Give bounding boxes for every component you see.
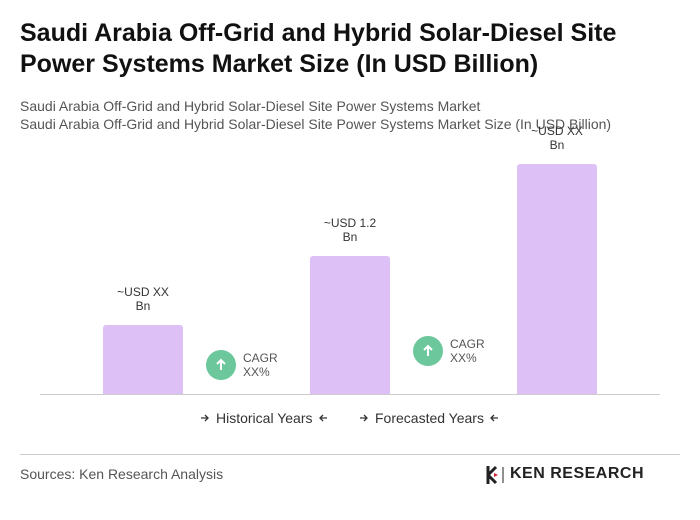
- subtitle: Saudi Arabia Off-Grid and Hybrid Solar-D…: [20, 116, 612, 132]
- cagr-label: CAGR XX%: [243, 351, 278, 379]
- chart-title: Saudi Arabia Off-Grid and Hybrid Solar-D…: [20, 19, 617, 78]
- cagr-badge: [413, 336, 443, 366]
- up-arrow: [216, 358, 226, 370]
- arrow: [360, 414, 368, 422]
- logo-icon: [486, 465, 504, 485]
- cagr-label: CAGR XX%: [450, 337, 485, 365]
- bar: [310, 256, 390, 394]
- up-arrow: [423, 344, 433, 356]
- separator: [20, 454, 680, 455]
- arrow: [490, 414, 498, 422]
- arrow: [319, 414, 327, 422]
- subtitle: Saudi Arabia Off-Grid and Hybrid Solar-D…: [20, 98, 481, 114]
- bar: [517, 164, 597, 394]
- period-label: Historical Years: [216, 410, 313, 426]
- arrow: [201, 414, 209, 422]
- value-label: ~USD XX Bn: [531, 124, 583, 152]
- source: Sources: Ken Research Analysis: [20, 466, 224, 482]
- baseline: [40, 394, 660, 395]
- bar: [103, 325, 183, 394]
- cagr-badge: [206, 350, 236, 380]
- value-label: ~USD XX Bn: [117, 285, 169, 313]
- period-label: Forecasted Years: [375, 410, 484, 426]
- value-label: ~USD 1.2 Bn: [323, 216, 377, 244]
- logo-text: KEN RESEARCH: [510, 465, 645, 482]
